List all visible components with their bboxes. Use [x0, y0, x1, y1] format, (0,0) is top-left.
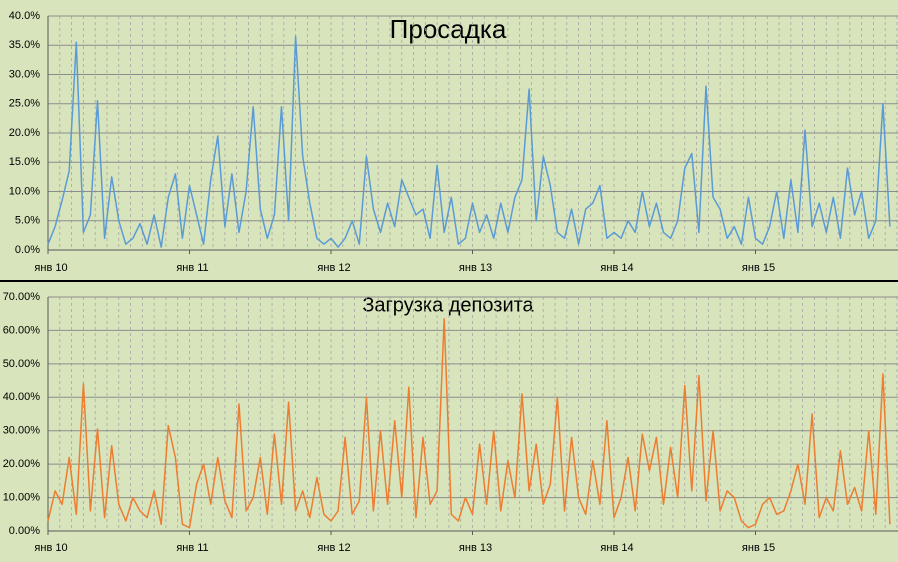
x-tick-label: янв 12 — [317, 542, 350, 554]
series-line — [47, 317, 891, 529]
x-tick-label: янв 15 — [742, 262, 775, 274]
y-tick-label: 15.0% — [9, 156, 40, 168]
x-tick-label: янв 13 — [459, 262, 492, 274]
drawdown-chart: Просадка 0.0% 5.0% 10.0% 15.0% 20.0% 25.0% 30.… — [0, 0, 898, 280]
y-tick-label: 25.0% — [9, 98, 40, 110]
y-tick-label: 20.0% — [9, 127, 40, 139]
y-tick-label: 10.0% — [9, 185, 40, 197]
y-tick-label: 0.0% — [15, 244, 40, 256]
chart-title: Просадка — [390, 14, 507, 44]
y-tick-label: 70.00% — [3, 291, 41, 303]
y-tick-label: 40.0% — [9, 10, 40, 22]
y-tick-label: 10.00% — [3, 491, 41, 503]
x-tick-label: янв 14 — [600, 542, 633, 554]
y-tick-label: 40.00% — [3, 391, 41, 403]
x-tick-label: янв 12 — [317, 262, 350, 274]
series-line — [47, 35, 891, 248]
y-tick-label: 60.00% — [3, 324, 41, 336]
x-tick-label: янв 10 — [34, 542, 67, 554]
y-tick-label: 30.00% — [3, 425, 41, 437]
y-tick-label: 0.00% — [9, 525, 40, 537]
x-tick-label: янв 13 — [459, 542, 492, 554]
deposit-load-chart: Загрузка депозита 0.00% 10.00% 20.00% 30.00… — [0, 282, 898, 562]
x-tick-label: янв 15 — [742, 542, 775, 554]
x-tick-label: янв 14 — [600, 262, 633, 274]
x-tick-label: янв 10 — [34, 262, 67, 274]
y-tick-label: 30.0% — [9, 68, 40, 80]
y-tick-label: 20.00% — [3, 458, 41, 470]
x-tick-label: янв 11 — [176, 262, 208, 274]
y-tick-label: 35.0% — [9, 39, 40, 51]
y-tick-label: 5.0% — [15, 215, 40, 227]
y-tick-label: 50.00% — [3, 358, 41, 370]
x-tick-label: янв 11 — [176, 542, 208, 554]
chart-title: Загрузка депозита — [362, 294, 534, 316]
